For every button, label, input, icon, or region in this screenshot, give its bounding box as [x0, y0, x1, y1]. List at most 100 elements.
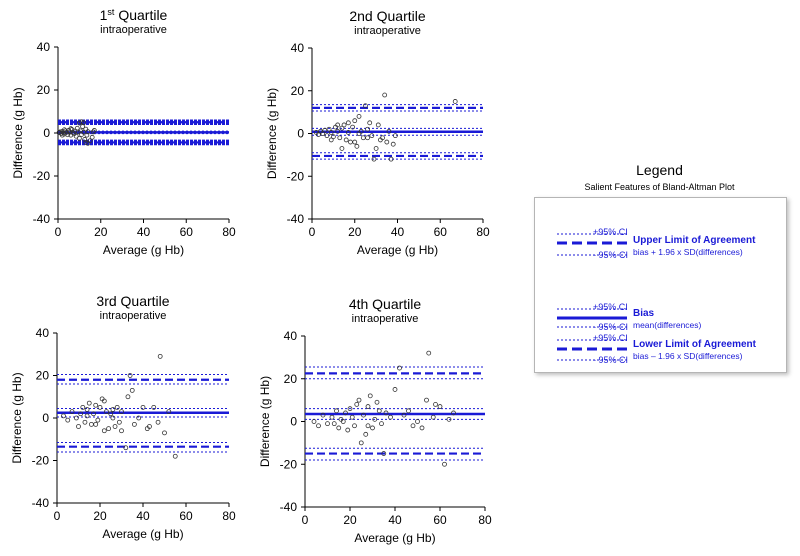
data-point: [106, 426, 111, 432]
chart-title: 1st Quartile: [100, 7, 168, 23]
y-tick-label: -20: [33, 169, 51, 183]
data-point: [108, 411, 114, 417]
data-point: [85, 129, 91, 135]
data-point: [383, 410, 389, 416]
y-axis-label: Difference (g Hb): [265, 88, 279, 179]
data-point: [356, 131, 362, 136]
data-point: [82, 137, 88, 142]
data-point: [84, 413, 90, 419]
x-tick-label: 60: [179, 509, 193, 523]
x-tick-label: 80: [476, 225, 490, 239]
data-point: [380, 135, 385, 141]
x-tick-label: 20: [93, 509, 107, 523]
data-point: [76, 135, 82, 141]
data-point: [62, 127, 67, 133]
legend-upper-label: Upper Limit of Agreement: [633, 235, 756, 246]
data-point: [110, 407, 116, 412]
data-point: [419, 425, 425, 431]
data-point: [151, 404, 157, 410]
data-point: [365, 135, 370, 141]
y-tick-label: 20: [284, 372, 298, 386]
data-point: [375, 122, 381, 128]
data-point: [363, 431, 369, 437]
data-point: [410, 423, 416, 429]
data-point: [172, 453, 178, 459]
y-tick-label: -40: [280, 500, 298, 514]
y-tick-label: 20: [36, 369, 50, 383]
legend-upper-ci-hi: +95% CI: [593, 227, 628, 237]
x-tick-label: 60: [180, 225, 194, 239]
legend-bias-ci-hi: +95% CI: [593, 302, 628, 312]
data-point: [339, 146, 345, 151]
data-point: [350, 124, 356, 130]
data-point: [114, 404, 120, 410]
data-point: [166, 409, 172, 415]
data-point: [367, 120, 373, 126]
y-tick-label: -20: [280, 457, 298, 471]
chart-subtitle: intraoperative: [100, 24, 167, 36]
data-point: [316, 132, 321, 137]
legend-lower-swatches: [557, 339, 627, 361]
data-point: [69, 409, 75, 415]
data-point: [360, 135, 366, 141]
data-point: [324, 133, 330, 139]
x-axis-label: Average (g Hb): [357, 243, 438, 257]
x-tick-label: 20: [348, 225, 362, 239]
data-point: [452, 99, 458, 104]
data-point: [334, 408, 339, 414]
data-point: [365, 423, 371, 429]
data-point: [371, 156, 377, 162]
legend-box: +95% CI Upper Limit of Agreement bias + …: [534, 197, 787, 373]
data-point: [341, 122, 347, 128]
chart-title: 3rd Quartile: [96, 293, 169, 309]
data-point: [125, 394, 131, 400]
data-point: [345, 130, 351, 135]
data-point: [127, 373, 133, 378]
data-point: [340, 419, 346, 424]
data-point: [369, 133, 375, 139]
data-point: [374, 399, 380, 405]
data-point: [430, 414, 436, 420]
data-point: [365, 126, 370, 132]
y-axis-label: Difference (g Hb): [11, 87, 25, 178]
x-tick-label: 40: [136, 509, 150, 523]
data-point: [73, 415, 79, 421]
data-point: [446, 416, 452, 422]
y-tick-label: 40: [291, 41, 305, 55]
data-point: [367, 393, 373, 399]
data-point: [85, 140, 91, 146]
chart-subtitle: intraoperative: [352, 313, 419, 325]
legend-bias-ci-lo: - 95% CI: [593, 322, 629, 332]
data-point: [326, 126, 332, 132]
x-tick-label: 20: [343, 513, 357, 527]
data-point: [316, 423, 321, 429]
data-point: [68, 126, 74, 132]
data-point: [354, 143, 360, 149]
data-point: [330, 134, 336, 140]
data-point: [348, 139, 353, 145]
y-tick-label: 40: [37, 40, 51, 54]
data-point: [356, 397, 362, 403]
data-point: [116, 419, 122, 425]
data-point: [390, 141, 396, 147]
data-point: [343, 137, 349, 143]
x-tick-label: 0: [55, 225, 62, 239]
data-point: [101, 428, 107, 434]
data-point: [110, 415, 116, 421]
y-tick-label: -20: [32, 454, 50, 468]
data-point: [329, 414, 335, 420]
data-point: [82, 419, 88, 425]
y-tick-label: -40: [33, 212, 51, 226]
y-tick-label: 20: [291, 84, 305, 98]
data-point: [147, 424, 152, 429]
legend-upper-desc: bias + 1.96 x SD(differences): [633, 247, 743, 257]
x-tick-label: 80: [478, 513, 492, 527]
data-point: [352, 139, 358, 145]
data-point: [80, 404, 86, 410]
data-point: [424, 397, 429, 403]
legend-lower-ci-hi: +95% CI: [593, 333, 628, 343]
